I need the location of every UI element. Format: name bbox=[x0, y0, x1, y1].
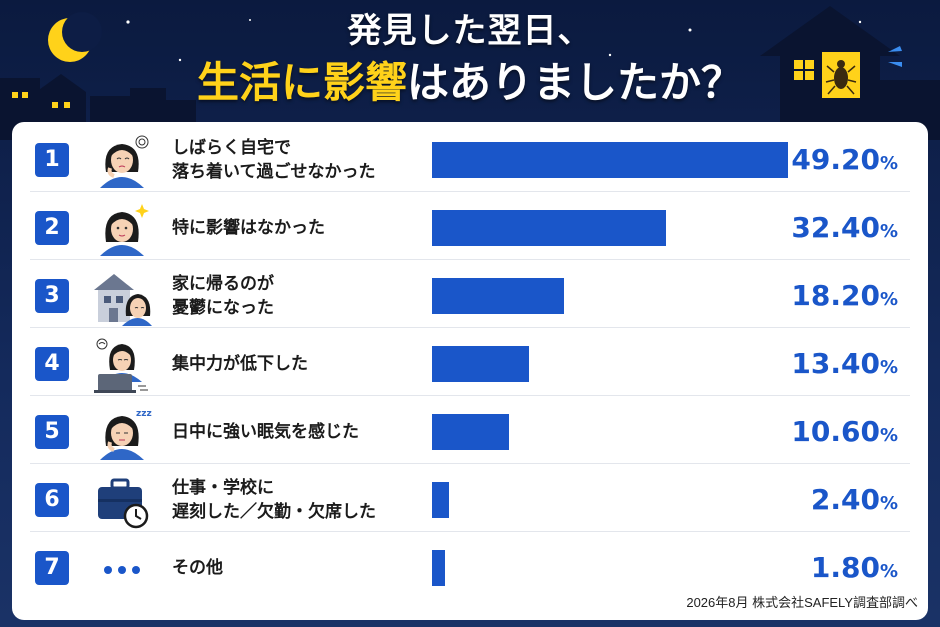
stars-icon bbox=[28, 19, 862, 92]
bar-track bbox=[432, 210, 792, 246]
category-label-line: 家に帰るのが bbox=[172, 274, 274, 294]
bar-track bbox=[432, 142, 792, 178]
bar bbox=[432, 210, 667, 246]
title-rest: はありましたか？ bbox=[407, 58, 744, 107]
bar bbox=[432, 346, 529, 382]
data-label-number: 10.60 bbox=[791, 415, 880, 448]
surprise-mark-icon bbox=[888, 46, 902, 67]
category-label-line: 集中力が低下した bbox=[172, 354, 308, 374]
calm-woman-icon bbox=[92, 200, 152, 258]
rank-badge: 2 bbox=[35, 211, 69, 245]
bar-track bbox=[432, 482, 792, 518]
briefcase-clock-icon bbox=[92, 472, 152, 530]
rank-badge: 5 bbox=[35, 415, 69, 449]
data-label: 1.80% bbox=[811, 536, 898, 600]
data-label-number: 18.20 bbox=[791, 279, 880, 312]
category-label: その他 bbox=[172, 536, 442, 600]
svg-text:zzz: zzz bbox=[136, 409, 152, 419]
bar-row: 2 特に影響はなかった 32.40% bbox=[30, 196, 910, 260]
data-label: 49.20% bbox=[791, 128, 898, 192]
bar bbox=[432, 550, 446, 586]
rank-badge: 3 bbox=[35, 279, 69, 313]
rank-badge: 6 bbox=[35, 483, 69, 517]
category-label: 集中力が低下した bbox=[172, 332, 442, 396]
category-label: しばらく自宅で落ち着いて過ごせなかった bbox=[172, 128, 442, 192]
data-label-number: 32.40 bbox=[791, 211, 880, 244]
rank-badge: 1 bbox=[35, 143, 69, 177]
data-label-number: 1.80 bbox=[810, 551, 880, 584]
percent-sign: % bbox=[879, 561, 898, 582]
data-label: 32.40% bbox=[791, 196, 898, 260]
category-label-line: 憂鬱になった bbox=[172, 298, 274, 318]
ellipsis-icon bbox=[92, 540, 152, 598]
title-highlight: 生活に影響 bbox=[196, 58, 407, 107]
bar-track bbox=[432, 346, 792, 382]
laptop-woman-icon bbox=[92, 336, 152, 394]
title-line-2: 生活に影響はありましたか？ bbox=[0, 54, 940, 112]
bar-row: 3 家に帰るのが 憂鬱になった 18.20% bbox=[30, 264, 910, 328]
data-label-number: 49.20 bbox=[791, 143, 880, 176]
bar bbox=[432, 278, 564, 314]
bar bbox=[432, 414, 509, 450]
bar bbox=[432, 482, 450, 518]
sleepy-woman-icon: zzz bbox=[92, 404, 152, 462]
chart-card: 1 しばらく自宅で 落ち着いて過ごせなかった 49.20% 2 特に影響はなかった 32.4… bbox=[12, 122, 928, 620]
category-label: 日中に強い眠気を感じた bbox=[172, 400, 442, 464]
data-label: 2.40% bbox=[811, 468, 898, 532]
category-label-line: 遅刻した／欠勤・欠席した bbox=[172, 502, 376, 522]
bar-row: 6 仕事・学校に遅刻した／欠勤・欠席した 2.40% bbox=[30, 468, 910, 532]
data-label: 13.40% bbox=[791, 332, 898, 396]
percent-sign: % bbox=[879, 493, 898, 514]
bar-row: 4 集中力が低下した 13.40% bbox=[30, 332, 910, 396]
category-label-line: 落ち着いて過ごせなかった bbox=[172, 162, 376, 182]
category-label-line: 特に影響はなかった bbox=[172, 218, 325, 238]
percent-sign: % bbox=[879, 425, 898, 446]
data-label-number: 2.40 bbox=[810, 483, 880, 516]
rank-badge: 7 bbox=[35, 551, 69, 585]
bar-track bbox=[432, 278, 792, 314]
bar-row: 1 しばらく自宅で落ち着いて過ごせなかった 49.20% bbox=[30, 128, 910, 192]
percent-sign: % bbox=[879, 289, 898, 310]
data-label: 18.20% bbox=[791, 264, 898, 328]
house-woman-icon bbox=[92, 268, 152, 326]
category-label-line: その他 bbox=[172, 558, 223, 578]
category-label: 特に影響はなかった bbox=[172, 196, 442, 260]
data-label-number: 13.40 bbox=[791, 347, 880, 380]
worried-woman-icon bbox=[92, 132, 152, 190]
cockroach-icon bbox=[825, 60, 857, 95]
bar-row: 7 その他 1.80% bbox=[30, 536, 910, 600]
bar-row: 5 zzz 日中に強い眠気を感じた 10.60% bbox=[30, 400, 910, 464]
moon-icon bbox=[48, 12, 102, 62]
rank-badge: 4 bbox=[35, 347, 69, 381]
data-label: 10.60% bbox=[791, 400, 898, 464]
category-label-line: 仕事・学校に bbox=[172, 478, 274, 498]
category-label: 家に帰るのが 憂鬱になった bbox=[172, 264, 442, 328]
category-label-line: 日中に強い眠気を感じた bbox=[172, 422, 359, 442]
bar-track bbox=[432, 414, 792, 450]
source-note: 2026年8月 株式会社SAFELY調査部調べ bbox=[686, 595, 918, 610]
category-label: 仕事・学校に遅刻した／欠勤・欠席した bbox=[172, 468, 442, 532]
percent-sign: % bbox=[879, 221, 898, 242]
title-line-1: 発見した翌日、 bbox=[347, 11, 593, 51]
percent-sign: % bbox=[879, 357, 898, 378]
chart-title: 発見した翌日、 生活に影響はありましたか？ bbox=[0, 8, 940, 112]
percent-sign: % bbox=[879, 153, 898, 174]
bar-track bbox=[432, 550, 792, 586]
bar bbox=[432, 142, 788, 178]
category-label-line: しばらく自宅で bbox=[172, 138, 291, 158]
